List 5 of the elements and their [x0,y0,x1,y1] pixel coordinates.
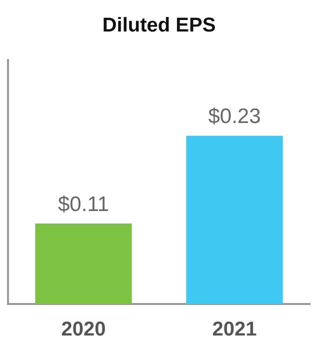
data-label: $0.11 [58,192,109,216]
chart-title: Diluted EPS [102,14,216,37]
x-tick-label: 2021 [212,318,257,341]
data-label: $0.23 [208,105,261,128]
x-tick-label: 2020 [61,318,106,341]
